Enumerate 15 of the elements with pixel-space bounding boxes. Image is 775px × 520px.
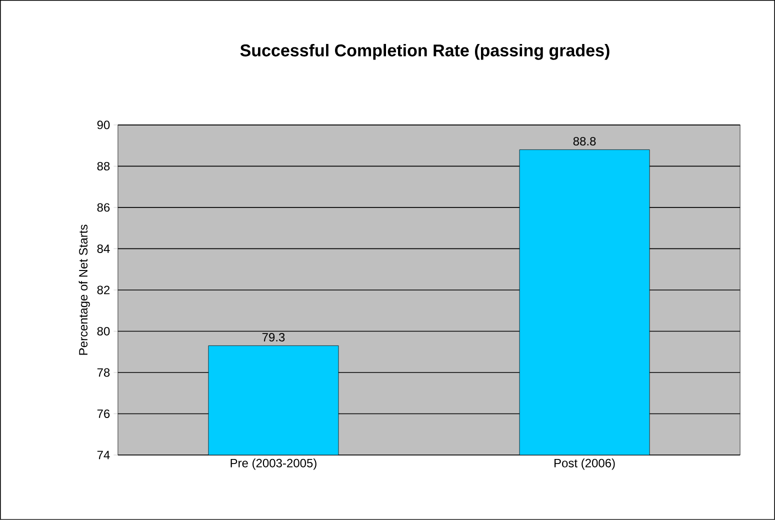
data-label: 88.8	[573, 137, 596, 146]
y-tick-label: 74	[97, 450, 110, 460]
y-tick-label: 80	[97, 327, 110, 336]
y-tick-label: 90	[97, 120, 110, 130]
data-label: 79.3	[262, 333, 285, 342]
y-tick-label: 88	[97, 162, 110, 170]
y-tick-label: 86	[97, 203, 110, 212]
chart-title: Successful Completion Rate (passing grades)	[240, 44, 610, 60]
x-tick-label: Post (2006)	[554, 458, 615, 470]
y-tick-label: 84	[97, 244, 110, 253]
y-tick-label: 76	[97, 410, 110, 418]
x-tick-label: Pre (2003-2005)	[230, 458, 316, 470]
y-tick-label: 78	[97, 368, 110, 377]
y-tick-label: 82	[97, 286, 110, 294]
y-axis-title: Percentage of Net Starts	[78, 224, 90, 355]
